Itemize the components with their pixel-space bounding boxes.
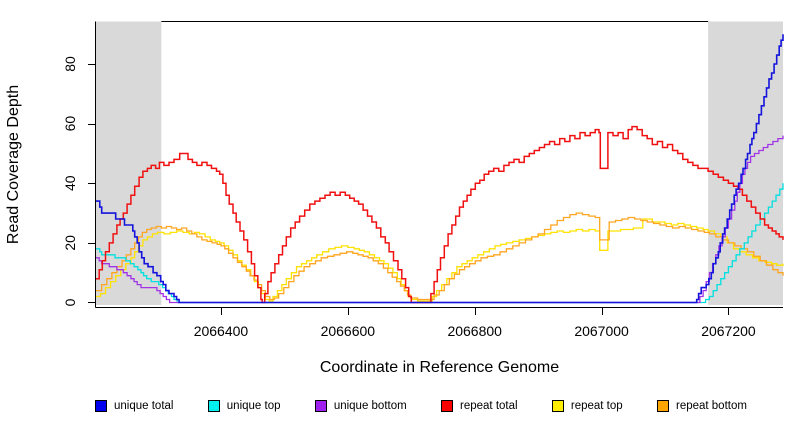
legend-swatch-icon <box>207 400 220 412</box>
coverage-plot: 2066400 2066600 2066800 2067000 2067200 0 20 40… <box>5 21 784 376</box>
legend-item-unique-total: unique total <box>95 400 173 412</box>
legend-item-unique-bottom: unique bottom <box>314 400 407 412</box>
y-axis-label: Read Coverage Depth <box>5 85 22 244</box>
x-tick-label: 2067200 <box>701 323 756 339</box>
shaded-repeat-band <box>96 21 162 305</box>
y-tick-label: 20 <box>62 235 78 251</box>
legend: unique total unique top unique bottom repea… <box>95 396 747 416</box>
legend-label: repeat total <box>460 400 518 412</box>
series-line-unique-top <box>96 183 784 304</box>
x-axis-label: Coordinate in Reference Genome <box>320 359 559 376</box>
y-tick-label: 80 <box>62 56 78 72</box>
x-tick-label: 2066800 <box>447 323 502 339</box>
legend-label: repeat top <box>570 400 623 412</box>
x-tick-label: 2066600 <box>321 323 376 339</box>
x-tick-label: 2066400 <box>194 323 249 339</box>
legend-item-unique-top: unique top <box>207 400 281 412</box>
x-tick-label: 2067000 <box>574 323 629 339</box>
legend-item-repeat-bottom: repeat bottom <box>656 400 747 412</box>
legend-swatch-icon <box>656 400 669 412</box>
legend-swatch-icon <box>441 400 454 412</box>
plot-background <box>96 22 783 307</box>
legend-item-repeat-total: repeat total <box>441 400 518 412</box>
legend-label: unique top <box>226 400 281 412</box>
legend-label: unique bottom <box>333 400 407 412</box>
y-tick-label: 0 <box>62 298 78 306</box>
legend-label: unique total <box>114 400 174 412</box>
legend-label: repeat bottom <box>675 400 747 412</box>
legend-swatch-icon <box>95 400 107 412</box>
legend-swatch-icon <box>314 400 327 412</box>
series-line-repeat-bottom <box>96 212 784 301</box>
y-tick-label: 40 <box>62 175 78 191</box>
y-tick-label: 60 <box>62 116 78 132</box>
legend-swatch-icon <box>551 400 564 412</box>
legend-item-repeat-top: repeat top <box>551 400 623 412</box>
series-line-unique-total <box>96 34 784 304</box>
